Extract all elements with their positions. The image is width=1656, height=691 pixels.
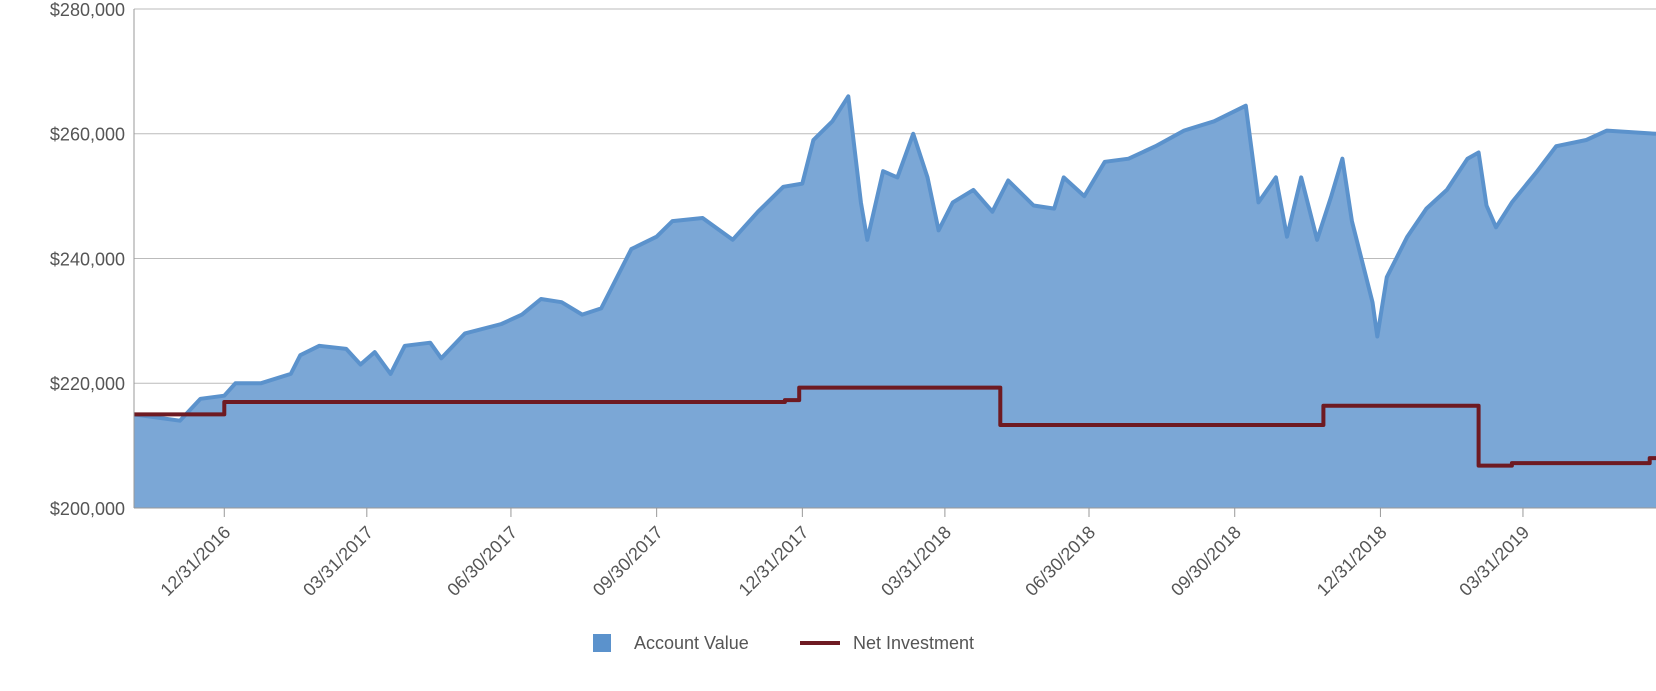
x-tick-label: 03/31/2019	[1455, 522, 1533, 600]
legend-label: Account Value	[634, 633, 749, 653]
line	[134, 385, 1656, 468]
y-tick-label: $240,000	[50, 249, 125, 269]
x-tick-label: 06/30/2017	[443, 522, 521, 600]
legend-swatch	[593, 634, 611, 652]
y-tick-label: $260,000	[50, 125, 125, 145]
y-tick-label: $220,000	[50, 374, 125, 394]
y-tick-label: $200,000	[50, 499, 125, 519]
x-tick-label: 09/30/2017	[589, 522, 667, 600]
legend-label: Net Investment	[853, 633, 974, 653]
x-tick-label: 03/31/2017	[299, 522, 377, 600]
x-tick-label: 06/30/2018	[1021, 522, 1099, 600]
y-tick-label: $280,000	[50, 0, 125, 20]
x-tick-label: 12/31/2016	[157, 522, 235, 600]
area	[134, 96, 1656, 509]
x-tick-label: 12/31/2018	[1313, 522, 1391, 600]
line	[133, 94, 1656, 423]
x-tick-label: 09/30/2018	[1167, 522, 1245, 600]
x-tick-label: 12/31/2017	[735, 522, 813, 600]
x-tick-label: 03/31/2018	[877, 522, 955, 600]
